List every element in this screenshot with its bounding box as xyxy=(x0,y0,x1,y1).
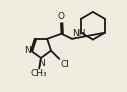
Text: CH₃: CH₃ xyxy=(31,69,47,78)
Text: N: N xyxy=(24,46,30,55)
Text: N: N xyxy=(38,59,45,68)
Text: O: O xyxy=(58,12,65,21)
Text: Cl: Cl xyxy=(60,60,69,69)
Text: NH: NH xyxy=(73,29,86,38)
